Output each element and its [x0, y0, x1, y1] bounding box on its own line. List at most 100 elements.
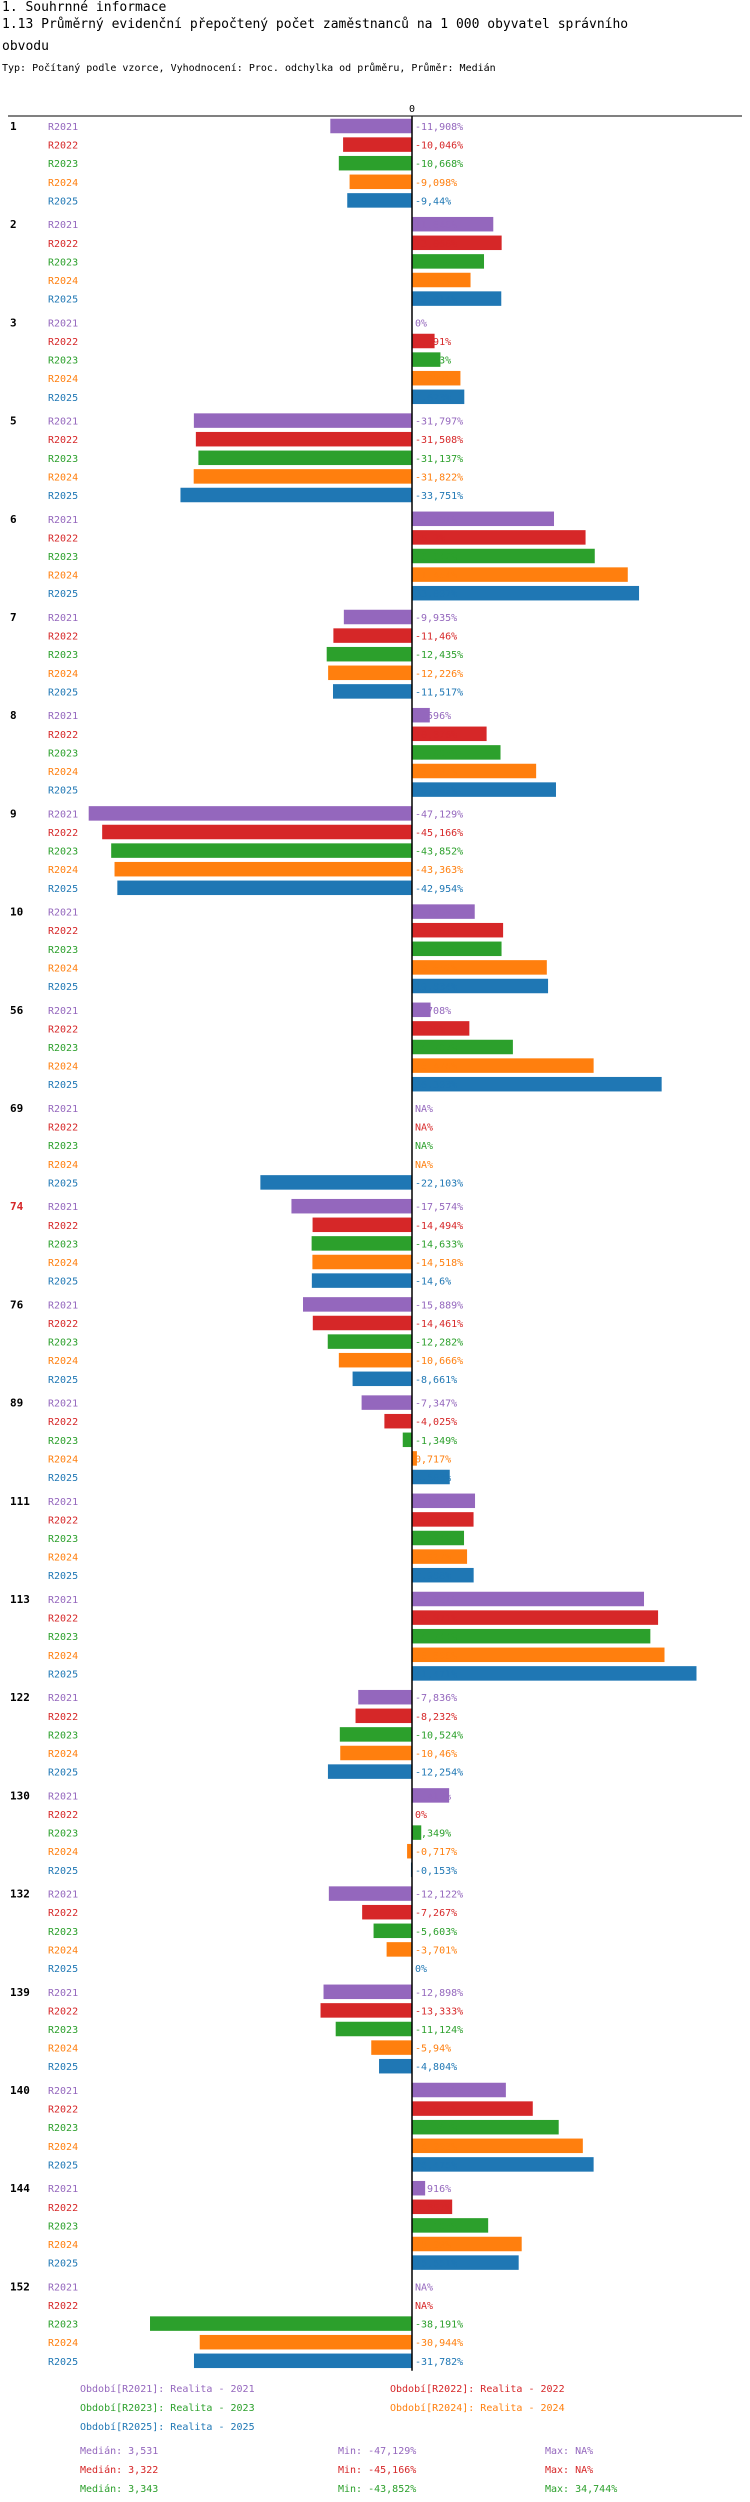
series-label: R2024	[48, 865, 78, 876]
series-label: R2023	[48, 454, 78, 465]
bar	[311, 1273, 412, 1288]
value-label: -14,6%	[415, 1277, 451, 1288]
value-label: 19,652%	[415, 963, 457, 974]
series-label: R2021	[48, 908, 78, 919]
series-label: R2022	[48, 1024, 78, 1035]
series-label: R2024	[48, 963, 78, 974]
series-label: R2023	[48, 552, 78, 563]
bar	[312, 1315, 412, 1331]
value-label: 33,821%	[415, 1595, 457, 1606]
series-label: R2024	[48, 1945, 78, 1956]
bar	[340, 1745, 412, 1761]
group-label-3: 3	[10, 316, 17, 329]
bar	[386, 1942, 412, 1957]
value-label: 13,281%	[415, 926, 457, 937]
group-label-69: 69	[10, 1102, 23, 1115]
series-label: R2025	[48, 687, 78, 698]
group-label-113: 113	[10, 1593, 30, 1606]
group-label-5: 5	[10, 415, 17, 428]
value-label: -10,46%	[415, 1749, 457, 1760]
group-label-122: 122	[10, 1691, 30, 1704]
series-label: R2021	[48, 2086, 78, 2097]
legend-max-r2022: Max: NA%	[545, 2465, 594, 2476]
value-label: -9,935%	[415, 613, 457, 624]
series-label: R2025	[48, 1178, 78, 1189]
series-label: R2023	[48, 847, 78, 858]
bar	[402, 1432, 412, 1448]
value-label: 18,097%	[415, 767, 457, 778]
bar	[379, 2058, 412, 2074]
bar	[412, 1549, 468, 1564]
bar	[117, 880, 412, 896]
legend-period-r2025: Období[R2025]: Realita - 2025	[80, 2422, 255, 2433]
value-label: 5,503%	[415, 1473, 451, 1484]
series-label: R2022	[48, 1123, 78, 1134]
group-label-130: 130	[10, 1789, 30, 1802]
series-label: R2024	[48, 2240, 78, 2251]
bar	[320, 2003, 412, 2018]
value-label: 9,188%	[415, 1497, 451, 1508]
bar	[412, 1039, 513, 1055]
legend-min-r2022: Min: -45,166%	[338, 2465, 417, 2476]
bar	[330, 118, 412, 134]
value-label: -7,267%	[415, 1908, 457, 1919]
series-label: R2022	[48, 533, 78, 544]
series-label: R2024	[48, 1749, 78, 1760]
series-label: R2021	[48, 2282, 78, 2293]
value-label: 2,596%	[415, 711, 451, 722]
bar	[412, 1493, 476, 1509]
bar	[412, 782, 556, 797]
series-label: R2021	[48, 1006, 78, 1017]
value-label: NA%	[415, 2282, 433, 2293]
value-label: -42,954%	[415, 884, 463, 895]
value-label: 7,059%	[415, 374, 451, 385]
value-label: -31,137%	[415, 454, 463, 465]
value-label: 13,684%	[415, 2086, 457, 2097]
series-label: R2022	[48, 1614, 78, 1625]
bar	[412, 1610, 659, 1625]
bar	[412, 922, 504, 938]
series-label: R2022	[48, 1908, 78, 1919]
series-label: R2023	[48, 257, 78, 268]
bar	[371, 2040, 412, 2055]
bar	[362, 1904, 412, 1920]
bar	[328, 1886, 412, 1901]
bar	[260, 1175, 412, 1190]
value-label: 10,498%	[415, 257, 457, 268]
bar	[412, 978, 549, 994]
bar	[327, 1334, 412, 1349]
bar	[412, 585, 640, 601]
value-label: 7,584%	[415, 1534, 451, 1545]
bar	[412, 216, 494, 232]
bar	[412, 726, 487, 742]
value-label: -8,232%	[415, 1712, 457, 1723]
value-label: -12,898%	[415, 1988, 463, 1999]
series-label: R2021	[48, 711, 78, 722]
series-label: R2024	[48, 2044, 78, 2055]
series-label: R2021	[48, 1497, 78, 1508]
bar	[312, 1217, 412, 1233]
series-label: R2021	[48, 515, 78, 526]
value-label: -12,122%	[415, 1890, 463, 1901]
bar	[412, 1647, 665, 1663]
bar	[352, 1371, 412, 1387]
value-label: 17,605%	[415, 2105, 457, 2116]
value-label: -47,129%	[415, 809, 463, 820]
bar	[114, 861, 413, 877]
bar	[358, 1689, 412, 1705]
series-label: R2021	[48, 809, 78, 820]
bar	[339, 1727, 412, 1742]
series-label: R2023	[48, 650, 78, 661]
bar	[311, 1236, 412, 1251]
series-label: R2025	[48, 1866, 78, 1877]
bar	[412, 707, 430, 723]
series-label: R2022	[48, 1221, 78, 1232]
value-label: 26,642%	[415, 552, 457, 563]
series-label: R2021	[48, 1202, 78, 1213]
value-label: 1,349%	[415, 1829, 451, 1840]
series-label: R2024	[48, 1356, 78, 1367]
series-label: R2023	[48, 1730, 78, 1741]
group-label-8: 8	[10, 709, 17, 722]
bar	[150, 2316, 412, 2331]
group-label-111: 111	[10, 1495, 30, 1508]
